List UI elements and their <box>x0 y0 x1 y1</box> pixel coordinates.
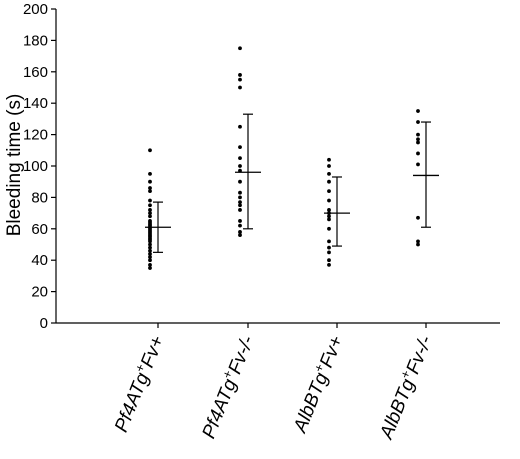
data-point <box>238 77 242 82</box>
data-point <box>238 156 242 161</box>
data-point <box>148 171 152 176</box>
data-point <box>148 248 152 253</box>
data-point <box>327 217 331 222</box>
data-point <box>238 179 242 184</box>
data-point <box>238 124 242 129</box>
data-point <box>327 198 331 203</box>
data-point <box>327 250 331 255</box>
data-point <box>148 255 152 259</box>
data-point <box>238 233 242 237</box>
data-marks <box>145 46 439 270</box>
y-tick-label: 40 <box>31 252 48 269</box>
data-point <box>148 245 152 250</box>
y-tick-label: 180 <box>23 32 48 49</box>
data-point <box>327 245 331 250</box>
x-tick-label-alb-fv-pos: AlbBTg+Fv+ <box>287 332 348 437</box>
data-point <box>416 239 420 244</box>
data-point <box>238 230 242 234</box>
y-axis-ticks: 0 20 40 60 80 100 120 140 160 180 200 <box>23 1 56 332</box>
data-point <box>238 200 242 205</box>
data-point <box>416 120 420 124</box>
data-point <box>148 208 152 212</box>
data-point <box>238 73 242 77</box>
data-point <box>327 208 331 212</box>
data-point <box>238 219 242 223</box>
data-point <box>238 164 242 168</box>
data-point <box>327 164 331 168</box>
data-point <box>327 171 331 176</box>
data-point <box>327 179 331 184</box>
y-axis-title: Bleeding time (s) <box>4 94 25 237</box>
data-point <box>416 140 420 145</box>
data-point <box>148 203 152 208</box>
data-point <box>148 211 152 216</box>
data-point <box>416 109 420 113</box>
data-point <box>238 145 242 150</box>
data-point <box>238 195 242 200</box>
data-point <box>148 263 152 267</box>
data-point <box>148 214 152 219</box>
data-point <box>148 239 152 244</box>
data-point <box>327 214 331 219</box>
x-axis-labels: Pf4ATg+Fv+ Pf4ATg+Fv-/- AlbBTg+Fv+ AlbBTg+F… <box>108 323 437 443</box>
data-point <box>148 266 152 270</box>
data-point <box>416 215 420 220</box>
series-group-pf4-fv-pos <box>145 148 171 270</box>
data-point <box>238 203 242 208</box>
data-point <box>416 137 420 142</box>
data-point <box>148 179 152 184</box>
data-point <box>238 208 242 212</box>
series-group-alb-fv-pos <box>324 157 350 267</box>
y-tick-label: 80 <box>31 189 48 206</box>
data-point <box>148 148 152 153</box>
data-point <box>148 186 152 190</box>
data-point <box>148 258 152 263</box>
y-tick-label: 60 <box>31 221 48 238</box>
y-tick-label: 100 <box>23 158 48 175</box>
y-tick-label: 140 <box>23 95 48 112</box>
data-point <box>327 189 331 194</box>
x-tick-label-pf4-fv-pos: Pf4ATg+Fv+ <box>108 332 168 435</box>
data-point <box>148 242 152 247</box>
data-point <box>238 85 242 90</box>
x-tick-label-alb-fv-neg: AlbBTg+Fv-/- <box>373 332 436 443</box>
series-group-alb-fv-neg <box>413 109 439 247</box>
data-point <box>238 46 242 51</box>
data-point <box>148 252 152 256</box>
data-point <box>327 226 331 231</box>
data-point <box>416 162 420 167</box>
y-tick-label: 120 <box>23 127 48 144</box>
y-tick-label: 20 <box>31 284 48 301</box>
data-point <box>416 242 420 247</box>
data-point <box>148 189 152 194</box>
data-point <box>327 258 331 263</box>
data-point <box>238 223 242 228</box>
y-tick-label: 160 <box>23 64 48 81</box>
data-point <box>416 132 420 137</box>
y-tick-label: 0 <box>40 315 48 332</box>
data-point <box>327 239 331 244</box>
y-tick-label: 200 <box>23 1 48 18</box>
data-point <box>327 157 331 162</box>
x-tick-label-pf4-fv-neg: Pf4ATg+Fv-/- <box>196 332 259 442</box>
data-point <box>238 190 242 195</box>
data-point <box>416 151 420 156</box>
axes <box>55 9 500 324</box>
data-point <box>148 198 152 203</box>
series-group-pf4-fv-neg <box>235 46 261 237</box>
data-point <box>327 263 331 267</box>
